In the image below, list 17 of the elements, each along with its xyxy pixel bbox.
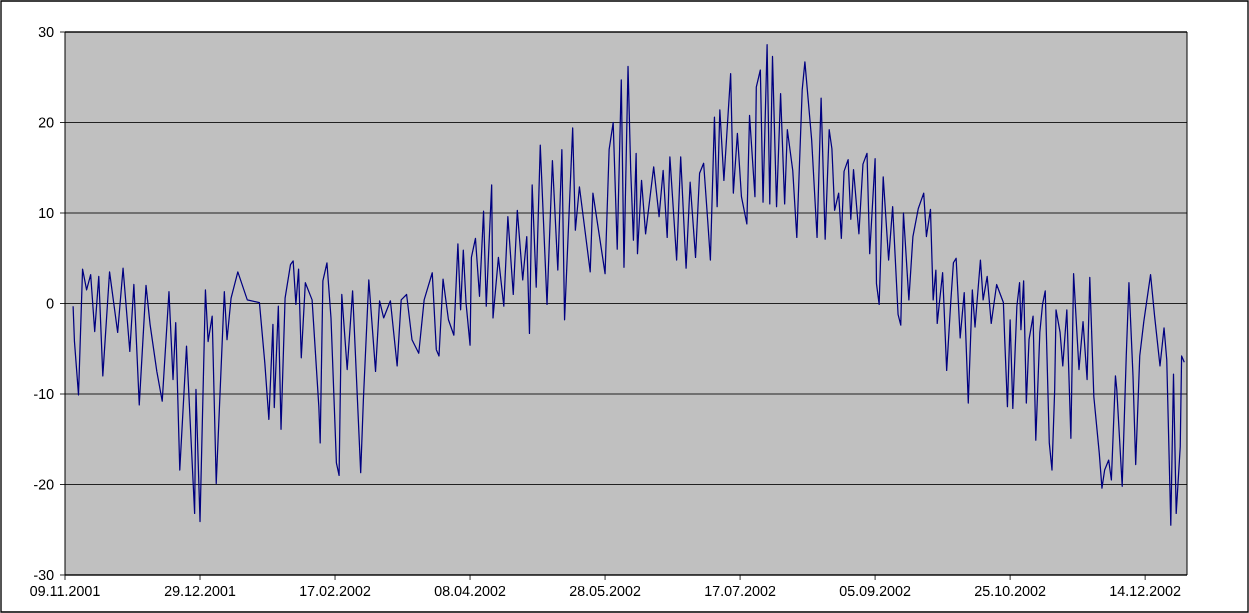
y-tick-label: -20 [34,479,54,490]
y-tick-label: 10 [39,207,54,219]
x-tick-label: 17.02.2002 [300,585,371,597]
x-tick-label: 05.09.2002 [839,585,911,597]
x-tick-label: 29.12.2001 [164,585,236,597]
line-series [72,44,1185,526]
x-tick-label: 08.04.2002 [434,585,506,597]
x-tick-label: 17.07.2002 [705,585,776,597]
y-tick-label: 0 [46,298,54,309]
y-tick-label: -10 [34,388,54,400]
y-tick-label: -30 [34,569,54,581]
x-tick-label: 28.05.2002 [569,585,641,597]
x-tick-label: 25.10.2002 [974,585,1046,597]
y-tick-label: 30 [38,26,54,38]
x-tick-label: 14.12.2002 [1110,585,1181,597]
x-tick-label: 09.11.2001 [30,585,100,597]
y-tick-label: 20 [38,117,54,128]
